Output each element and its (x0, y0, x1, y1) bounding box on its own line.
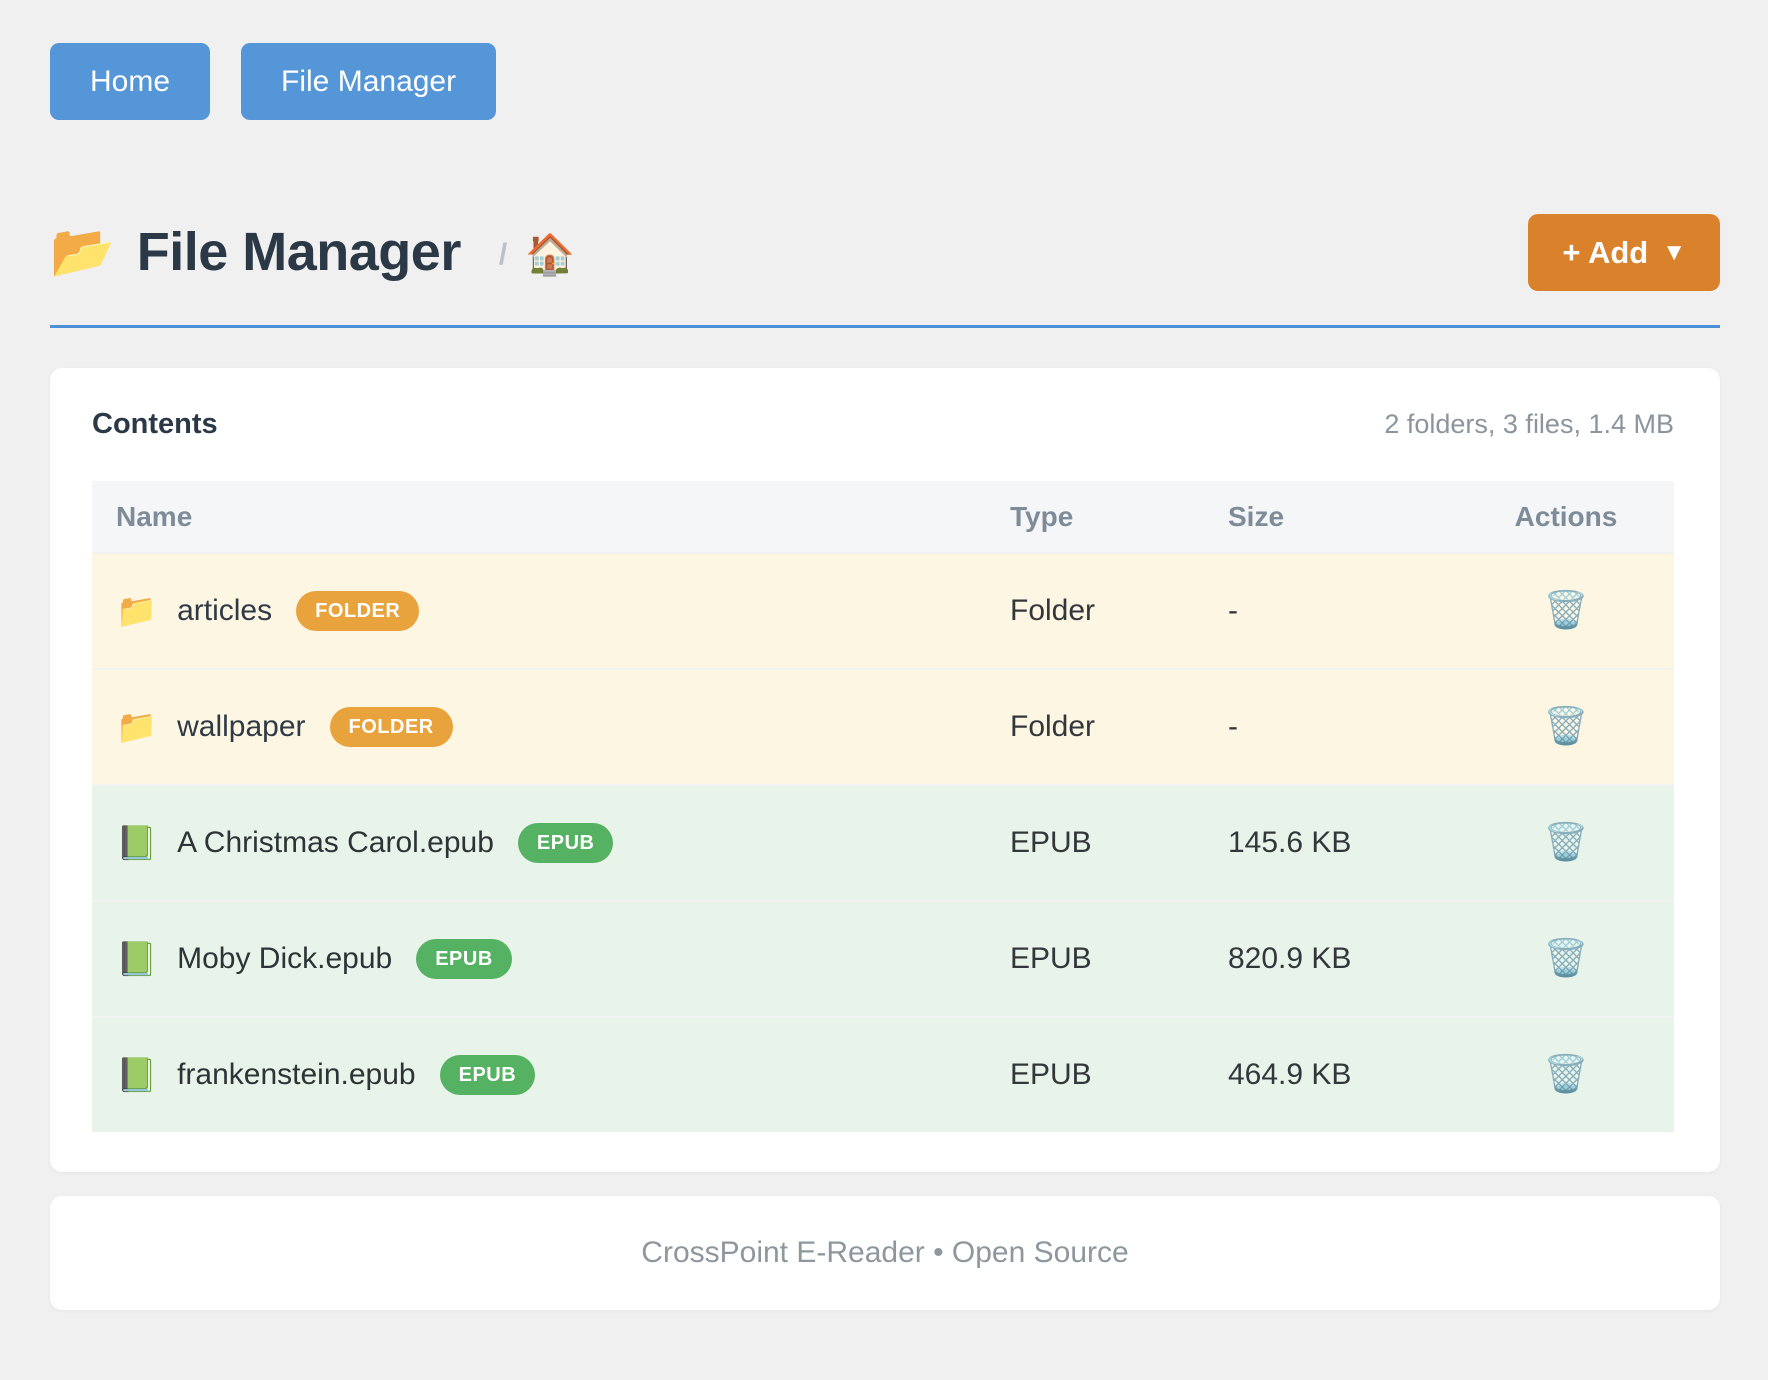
contents-summary: 2 folders, 3 files, 1.4 MB (1384, 409, 1674, 439)
page-header: 📂 File Manager / 🏠 + Add ▼ (50, 212, 1720, 328)
item-name-link[interactable]: wallpaper (177, 710, 306, 743)
epub-badge: EPUB (416, 939, 512, 979)
table-row: 📗 frankenstein.epub EPUB EPUB 464.9 KB 🗑… (92, 1016, 1674, 1132)
item-size: - (1228, 710, 1238, 743)
item-size: 820.9 KB (1228, 942, 1352, 975)
breadcrumb-separator: / (498, 237, 508, 271)
book-icon: 📗 (116, 939, 158, 977)
item-name-link[interactable]: A Christmas Carol.epub (177, 826, 494, 859)
item-type: EPUB (1010, 1058, 1092, 1091)
top-nav: Home File Manager (50, 43, 1720, 120)
contents-heading: Contents (92, 408, 218, 440)
column-header-size: Size (1228, 500, 1285, 532)
folder-icon: 📁 (116, 707, 158, 745)
item-name-link[interactable]: frankenstein.epub (177, 1058, 416, 1091)
trash-icon: 🗑️ (1543, 937, 1589, 978)
trash-icon: 🗑️ (1543, 1053, 1589, 1094)
trash-icon: 🗑️ (1543, 589, 1589, 630)
delete-button[interactable]: 🗑️ (1544, 824, 1589, 860)
delete-button[interactable]: 🗑️ (1544, 708, 1589, 744)
folder-badge: FOLDER (329, 707, 453, 747)
folder-icon: 📂 (50, 223, 115, 281)
footer-text: CrossPoint E-Reader • Open Source (641, 1236, 1129, 1269)
book-icon: 📗 (116, 1055, 158, 1093)
item-type: EPUB (1010, 942, 1092, 975)
file-manager-button[interactable]: File Manager (241, 43, 497, 120)
page-title: File Manager (136, 221, 462, 282)
column-header-name: Name (116, 500, 193, 532)
title-group: 📂 File Manager / 🏠 (50, 221, 575, 283)
breadcrumb-home-icon[interactable]: 🏠 (525, 233, 575, 277)
contents-card: Contents 2 folders, 3 files, 1.4 MB Name… (50, 368, 1720, 1172)
home-button[interactable]: Home (50, 43, 211, 120)
item-type: EPUB (1010, 826, 1092, 859)
add-button[interactable]: + Add ▼ (1528, 214, 1720, 291)
item-name-link[interactable]: articles (177, 594, 273, 627)
delete-button[interactable]: 🗑️ (1544, 592, 1589, 628)
item-name-link[interactable]: Moby Dick.epub (177, 942, 393, 975)
page: Home File Manager 📂 File Manager / 🏠 + A… (50, 43, 1720, 1310)
folder-icon: 📁 (116, 591, 158, 629)
footer-card: CrossPoint E-Reader • Open Source (50, 1196, 1720, 1310)
item-size: - (1228, 594, 1238, 627)
table-row: 📗 Moby Dick.epub EPUB EPUB 820.9 KB 🗑️ (92, 900, 1674, 1016)
table-row: 📁 articles FOLDER Folder - 🗑️ (92, 552, 1674, 668)
item-type: Folder (1010, 594, 1096, 627)
epub-badge: EPUB (439, 1055, 536, 1095)
folder-badge: FOLDER (296, 591, 420, 631)
table-row: 📗 A Christmas Carol.epub EPUB EPUB 145.6… (92, 784, 1674, 900)
chevron-down-icon: ▼ (1662, 238, 1686, 266)
trash-icon: 🗑️ (1543, 821, 1589, 862)
epub-badge: EPUB (517, 823, 614, 863)
trash-icon: 🗑️ (1543, 705, 1589, 746)
table-row: 📁 wallpaper FOLDER Folder - 🗑️ (92, 668, 1674, 784)
delete-button[interactable]: 🗑️ (1544, 1056, 1589, 1092)
table-header-row: Name Type Size Actions (92, 481, 1674, 552)
column-header-actions: Actions (1514, 500, 1618, 532)
file-table: Name Type Size Actions 📁 articles FOLDER… (92, 481, 1674, 1132)
add-button-label: + Add (1562, 234, 1649, 270)
column-header-type: Type (1010, 500, 1074, 532)
item-size: 145.6 KB (1228, 826, 1352, 859)
item-size: 464.9 KB (1228, 1058, 1352, 1091)
contents-card-header: Contents 2 folders, 3 files, 1.4 MB (92, 408, 1674, 441)
item-type: Folder (1010, 710, 1096, 743)
delete-button[interactable]: 🗑️ (1544, 940, 1589, 976)
book-icon: 📗 (116, 823, 158, 861)
